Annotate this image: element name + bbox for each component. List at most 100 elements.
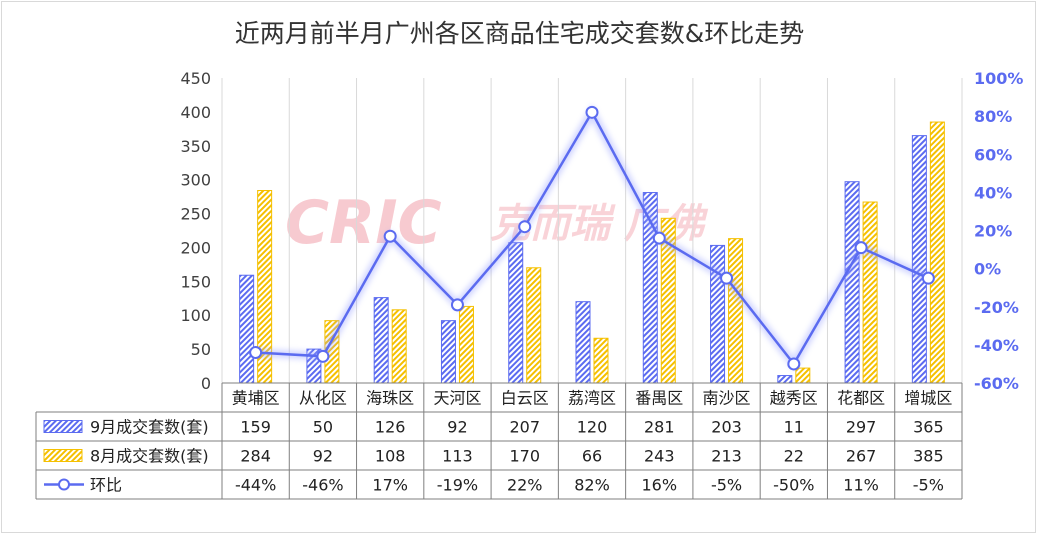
y-left-tick-label: 300	[180, 171, 211, 190]
ratio-point	[652, 231, 666, 245]
value-ratio: -19%	[437, 476, 478, 495]
value-ratio: -5%	[913, 476, 944, 495]
legend-key-ratio-marker	[58, 478, 70, 491]
ratio-point	[518, 220, 532, 234]
bar-aug	[391, 309, 407, 384]
category-label: 越秀区	[770, 389, 818, 408]
ratio-point	[249, 346, 263, 359]
y-right-tick-label: -40%	[974, 336, 1019, 355]
bar-sep	[239, 274, 255, 384]
value-aug: 243	[644, 447, 675, 466]
category-label: 黄埔区	[232, 389, 280, 408]
bar-aug	[862, 201, 878, 384]
y-left-tick-label: 450	[180, 69, 211, 88]
value-ratio: 22%	[507, 476, 543, 495]
y-right-tick-label: 20%	[974, 222, 1012, 241]
category-label: 南沙区	[703, 389, 751, 408]
y-right-tick-label: -20%	[974, 298, 1019, 317]
value-aug: 113	[442, 447, 473, 466]
value-sep: 11	[784, 418, 804, 437]
value-ratio: 11%	[843, 476, 879, 495]
value-sep: 50	[313, 418, 333, 437]
bar-sep	[373, 297, 389, 384]
category-label: 白云区	[501, 389, 549, 408]
category-label: 荔湾区	[568, 389, 616, 408]
value-ratio: -44%	[235, 476, 276, 495]
category-label: 从化区	[299, 389, 347, 408]
legend-key-aug	[43, 449, 83, 462]
value-sep: 159	[240, 418, 271, 437]
y-right-tick-label: -60%	[974, 374, 1019, 393]
y-left-tick-label: 150	[180, 272, 211, 291]
value-aug: 170	[509, 447, 540, 466]
bar-sep	[844, 181, 860, 384]
category-label: 天河区	[433, 389, 481, 408]
value-ratio: 17%	[372, 476, 408, 495]
y-axis-left: 0 50 100 150 200 250 300 350 400 450	[180, 69, 211, 393]
y-right-tick-label: 40%	[974, 183, 1012, 202]
y-left-tick-label: 200	[180, 238, 211, 257]
bar-sep	[508, 242, 524, 384]
y-left-tick-label: 350	[180, 137, 211, 156]
bar-aug	[795, 367, 811, 384]
value-sep: 92	[447, 418, 467, 437]
category-label: 花都区	[837, 389, 885, 408]
bar-aug	[526, 267, 542, 384]
legend-label-ratio: 环比	[90, 476, 122, 495]
ratio-point	[383, 229, 397, 243]
y-left-tick-label: 50	[191, 340, 211, 359]
value-ratio: -5%	[711, 476, 742, 495]
value-ratio: -50%	[773, 476, 814, 495]
value-sep: 120	[577, 418, 608, 437]
y-right-tick-label: 100%	[974, 69, 1023, 88]
value-aug: 284	[240, 447, 271, 466]
data-table: 黄埔区 159 284 -44% 从化区 50 92 -46% 海珠区 126 108 17% 天河区 9…	[35, 382, 963, 500]
value-aug: 92	[313, 447, 333, 466]
value-sep: 203	[711, 418, 742, 437]
value-ratio: 82%	[574, 476, 610, 495]
value-aug: 267	[846, 447, 877, 466]
value-sep: 126	[375, 418, 406, 437]
bar-aug	[929, 121, 945, 384]
value-aug: 213	[711, 447, 742, 466]
value-ratio: -46%	[302, 476, 343, 495]
legend-label-aug: 8月成交套数(套)	[90, 447, 209, 466]
y-left-tick-label: 0	[201, 374, 211, 393]
grid-lines	[221, 78, 963, 383]
chart-title: 近两月前半月广州各区商品住宅成交套数&环比走势	[234, 19, 805, 48]
bars	[239, 121, 945, 384]
category-label: 番禺区	[635, 389, 683, 408]
ratio-point	[921, 271, 935, 285]
y-right-tick-label: 80%	[974, 107, 1012, 126]
legend-label-sep: 9月成交套数(套)	[90, 418, 209, 437]
y-left-tick-label: 400	[180, 103, 211, 122]
ratio-point	[585, 105, 599, 119]
value-aug: 66	[582, 447, 602, 466]
bar-aug	[593, 337, 609, 384]
ratio-point	[316, 349, 330, 363]
category-label: 海珠区	[366, 389, 414, 408]
y-right-tick-label: 0%	[974, 260, 1001, 279]
value-sep: 207	[509, 418, 540, 437]
ratio-point	[450, 298, 464, 312]
y-right-tick-label: 60%	[974, 145, 1012, 164]
value-ratio: 16%	[641, 476, 677, 495]
y-left-tick-label: 250	[180, 205, 211, 224]
y-left-tick-label: 100	[180, 306, 211, 325]
value-aug: 108	[375, 447, 406, 466]
value-sep: 297	[846, 418, 877, 437]
bar-sep	[911, 135, 927, 384]
ratio-point	[720, 271, 734, 285]
category-label: 增城区	[904, 389, 952, 408]
ratio-point	[787, 357, 801, 371]
bar-sep	[777, 375, 793, 384]
bar-aug	[458, 305, 474, 384]
legend-key-sep	[43, 420, 83, 433]
watermark-brand: CRIC	[285, 188, 442, 258]
value-aug: 385	[913, 447, 944, 466]
bar-sep	[440, 320, 456, 384]
ratio-point	[854, 241, 868, 255]
value-aug: 22	[784, 447, 804, 466]
